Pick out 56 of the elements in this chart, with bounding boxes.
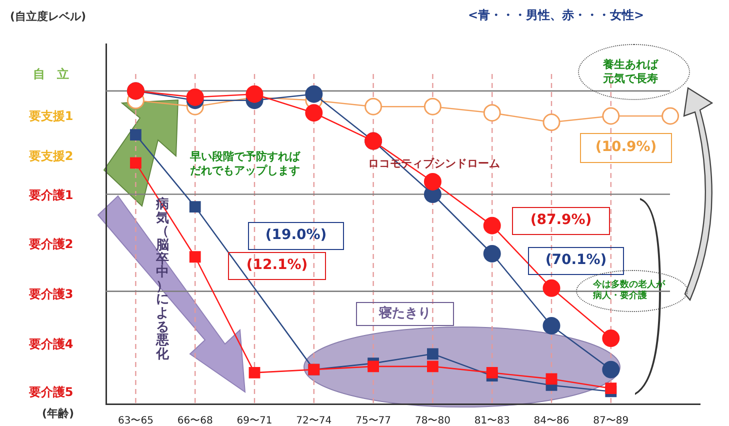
point <box>605 382 617 394</box>
point <box>186 88 204 106</box>
point <box>546 373 558 385</box>
annotation: 寝たきり <box>356 302 454 326</box>
text: 要支援1 <box>28 109 74 124</box>
annotation: (19.0%) <box>248 222 344 250</box>
point <box>483 104 501 122</box>
annotation: (70.1%) <box>528 247 624 275</box>
x-tick-label: 87〜89 <box>593 416 629 426</box>
point <box>486 366 498 378</box>
point <box>542 114 560 132</box>
point <box>248 366 260 378</box>
point <box>424 172 442 190</box>
text: 養生あれば元気で長寿 <box>603 58 660 86</box>
x-tick-label: 63〜65 <box>118 416 154 426</box>
x-tick-label: 84〜86 <box>534 416 570 426</box>
point <box>246 85 264 103</box>
x-tick-label: 81〜83 <box>474 416 510 426</box>
text: 自 立 <box>32 67 70 82</box>
point <box>130 129 142 140</box>
point <box>305 85 323 103</box>
annotation: 早い段階で予防すればだれでもアップします <box>189 150 302 178</box>
point <box>483 244 501 262</box>
text: <青・・・男性、赤・・・女性> <box>468 8 644 23</box>
point <box>424 98 442 116</box>
point <box>542 279 560 297</box>
point <box>662 107 680 125</box>
point <box>368 360 379 372</box>
point <box>483 216 501 234</box>
x-tick-label: 75〜77 <box>356 416 392 426</box>
point <box>305 104 323 122</box>
text: (自立度レベル) <box>10 10 86 24</box>
text: 要介護1 <box>28 188 74 203</box>
x-tick-label: 69〜71 <box>236 416 272 426</box>
point <box>189 201 201 212</box>
annotation: (10.9%) <box>580 133 672 163</box>
point <box>602 107 620 125</box>
point <box>364 98 382 116</box>
x-tick-label: 72〜74 <box>296 416 332 426</box>
text: 要支援2 <box>28 149 74 164</box>
text: 要介護4 <box>28 337 74 352</box>
x-tick-label: 78〜80 <box>414 416 450 426</box>
point <box>130 157 142 169</box>
annotation: (87.9%) <box>512 207 610 235</box>
x-tick-label: 66〜68 <box>177 416 213 426</box>
text: 要介護5 <box>28 385 74 400</box>
point <box>189 251 201 263</box>
x-axis-title: (年齢) <box>42 406 74 421</box>
point <box>602 360 620 378</box>
text: 要介護2 <box>28 237 74 252</box>
point <box>427 348 438 360</box>
annotation: (12.1%) <box>228 252 326 280</box>
text: 要介護3 <box>28 287 74 302</box>
point <box>427 360 438 372</box>
point <box>542 316 560 334</box>
point <box>602 330 620 348</box>
